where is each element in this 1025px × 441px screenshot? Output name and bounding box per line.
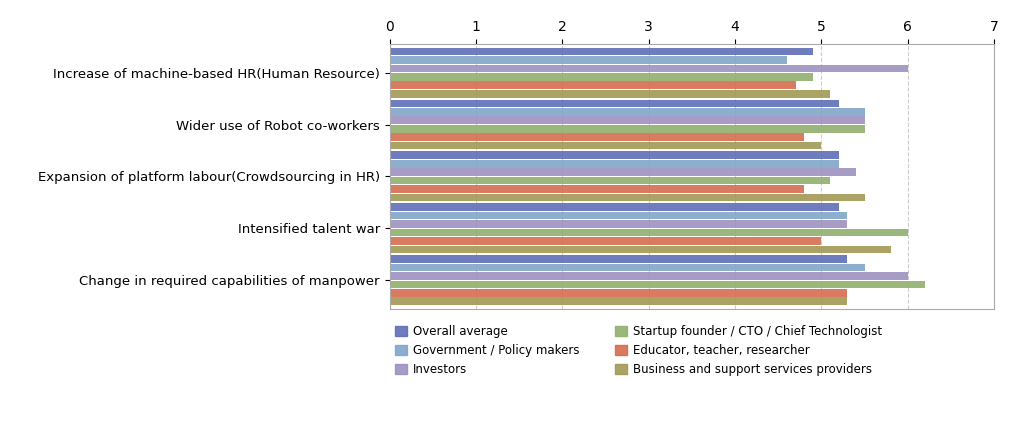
Bar [390, 203, 838, 211]
Bar [390, 194, 865, 201]
Bar [390, 255, 848, 263]
Bar [390, 73, 813, 81]
Bar [390, 220, 848, 228]
Bar [390, 56, 787, 64]
Bar [390, 177, 830, 184]
Bar [390, 100, 838, 107]
Bar [390, 168, 856, 176]
Bar [390, 125, 865, 133]
Legend: Overall average, Government / Policy makers, Investors, Startup founder / CTO / : Overall average, Government / Policy mak… [396, 325, 882, 376]
Bar [390, 289, 848, 297]
Bar [390, 229, 908, 236]
Bar [390, 142, 821, 149]
Bar [390, 160, 838, 168]
Bar [390, 246, 891, 253]
Bar [390, 116, 865, 124]
Bar [390, 237, 821, 245]
Bar [390, 264, 865, 271]
Bar [390, 280, 926, 288]
Bar [390, 65, 908, 72]
Bar [390, 82, 795, 89]
Bar [390, 152, 838, 159]
Bar [390, 108, 865, 116]
Bar [390, 185, 805, 193]
Bar [390, 212, 848, 220]
Bar [390, 133, 805, 141]
Bar [390, 48, 813, 55]
Bar [390, 90, 830, 97]
Bar [390, 298, 848, 305]
Bar [390, 272, 908, 280]
